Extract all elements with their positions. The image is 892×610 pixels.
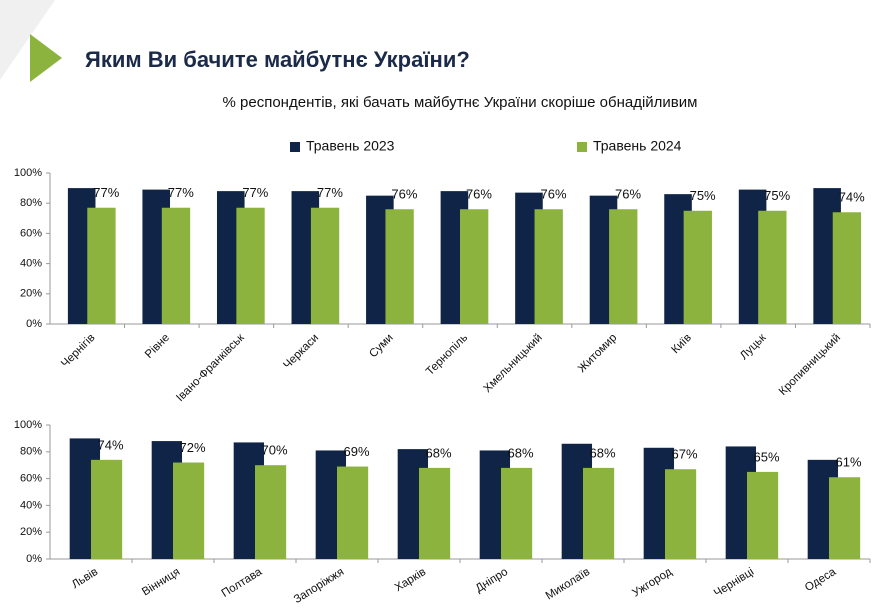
- x-tick-label: Миколаїв: [544, 566, 593, 603]
- x-tick-label: Тернопіль: [424, 332, 470, 378]
- value-label: 77%: [242, 185, 268, 200]
- x-tick-label: Рівне: [143, 332, 172, 361]
- x-tick-label: Харків: [393, 566, 428, 594]
- value-label: 76%: [466, 187, 492, 202]
- bar: [91, 459, 123, 559]
- value-label: 74%: [839, 190, 865, 205]
- x-tick-label: Ужгород: [630, 566, 674, 600]
- bar: [161, 207, 191, 324]
- y-tick-label: 0%: [26, 318, 42, 330]
- value-label: 69%: [344, 444, 370, 459]
- y-tick-label: 100%: [14, 167, 42, 179]
- value-label: 77%: [93, 185, 119, 200]
- value-label: 76%: [615, 187, 641, 202]
- bar: [173, 462, 205, 559]
- corner-decoration: [0, 0, 55, 80]
- y-tick-label: 80%: [20, 446, 42, 458]
- value-label: 77%: [168, 185, 194, 200]
- bar: [534, 209, 563, 324]
- y-tick-label: 60%: [20, 473, 42, 485]
- y-tick-label: 40%: [20, 499, 42, 511]
- value-label: 68%: [508, 445, 534, 460]
- x-tick-label: Хмельницький: [482, 332, 545, 395]
- value-label: 76%: [391, 187, 417, 202]
- y-tick-label: 40%: [20, 258, 42, 270]
- value-label: 72%: [180, 440, 206, 455]
- x-tick-label: Чернігів: [59, 332, 97, 370]
- bar: [832, 212, 862, 324]
- value-label: 75%: [690, 188, 716, 203]
- y-tick-label: 100%: [14, 419, 42, 431]
- value-label: 61%: [836, 455, 862, 470]
- legend-label: Травень 2023: [306, 138, 395, 154]
- bar: [87, 207, 116, 324]
- value-label: 75%: [764, 188, 790, 203]
- value-label: 68%: [426, 445, 452, 460]
- value-label: 77%: [317, 185, 343, 200]
- x-tick-label: Одеса: [803, 566, 839, 594]
- x-tick-label: Львів: [70, 566, 100, 591]
- y-tick-label: 20%: [20, 288, 42, 300]
- y-tick-label: 80%: [20, 197, 42, 209]
- bar: [829, 477, 861, 559]
- bar: [609, 209, 638, 324]
- bar: [255, 465, 287, 559]
- legend-swatch: [290, 142, 300, 152]
- slide-title: Яким Ви бачите майбутнє України?: [85, 47, 470, 72]
- bar: [758, 210, 787, 324]
- x-tick-label: Житомир: [576, 332, 619, 375]
- x-tick-label: Запоріжжя: [292, 566, 346, 606]
- bar: [236, 207, 265, 324]
- x-tick-label: Івано-Франківськ: [174, 331, 247, 404]
- x-tick-label: Київ: [670, 332, 694, 356]
- bar: [310, 207, 340, 324]
- bar: [385, 209, 414, 324]
- bar: [747, 471, 779, 559]
- value-label: 65%: [754, 449, 780, 464]
- bar: [419, 467, 451, 559]
- title-marker: [30, 34, 62, 82]
- slide-subtitle: % респондентів, які бачать майбутнє Укра…: [223, 94, 698, 111]
- bar: [665, 469, 697, 559]
- bar: [583, 467, 615, 559]
- x-tick-label: Чернівці: [712, 566, 756, 600]
- y-tick-label: 0%: [26, 553, 42, 565]
- legend-swatch: [577, 142, 587, 152]
- value-label: 70%: [262, 443, 288, 458]
- value-label: 74%: [98, 437, 124, 452]
- x-tick-label: Черкаси: [281, 332, 321, 372]
- x-tick-label: Вінниця: [140, 566, 182, 599]
- y-tick-label: 20%: [20, 526, 42, 538]
- bar: [683, 210, 712, 324]
- bar: [501, 467, 533, 559]
- x-tick-label: Суми: [367, 332, 395, 360]
- legend-label: Травень 2024: [593, 138, 682, 154]
- value-label: 68%: [590, 445, 616, 460]
- value-label: 76%: [541, 187, 567, 202]
- value-label: 67%: [672, 447, 698, 462]
- bar: [460, 209, 489, 324]
- x-tick-label: Кропивницький: [777, 332, 843, 398]
- bar: [337, 466, 369, 559]
- y-tick-label: 60%: [20, 227, 42, 239]
- x-tick-label: Полтава: [220, 566, 265, 600]
- x-tick-label: Дніпро: [474, 566, 511, 595]
- x-tick-label: Луцьк: [738, 331, 769, 362]
